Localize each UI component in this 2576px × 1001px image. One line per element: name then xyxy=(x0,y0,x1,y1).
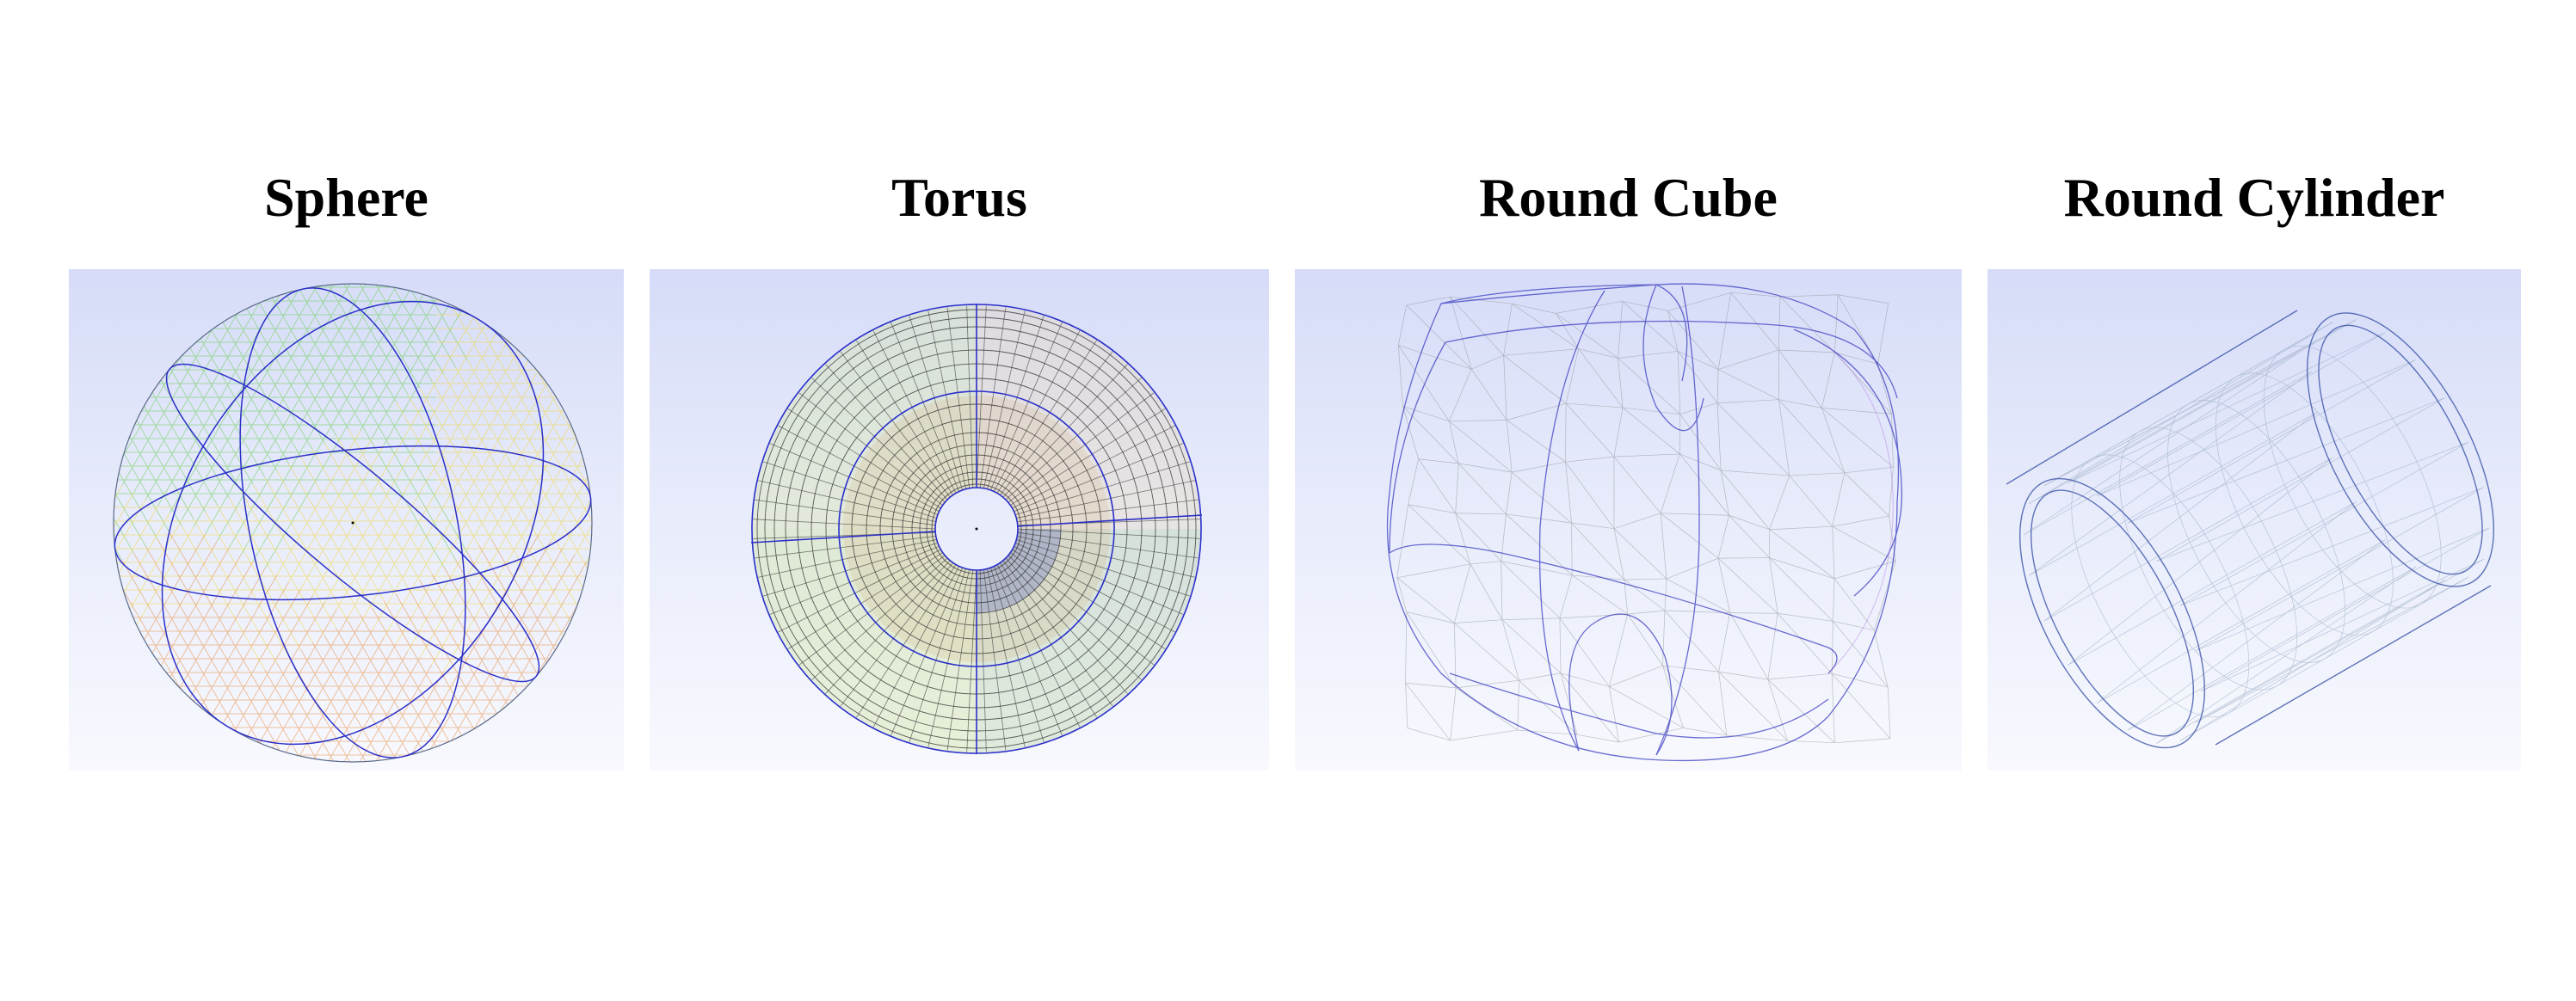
sphere-outline xyxy=(113,283,593,763)
round-cylinder-viewport[interactable] xyxy=(1987,269,2521,771)
round-cube-edges xyxy=(1386,283,1903,762)
torus-center-dot xyxy=(975,527,978,531)
torus-viewport[interactable] xyxy=(650,269,1269,771)
sphere-great-circles xyxy=(114,287,592,758)
round-cylinder-wireframe xyxy=(2006,310,2495,749)
sphere-wireframe xyxy=(113,283,593,763)
round-cube-wireframe xyxy=(1386,283,1903,762)
torus-seams xyxy=(750,304,1203,754)
sphere-title: Sphere xyxy=(264,167,428,228)
round-cylinder-title: Round Cylinder xyxy=(2063,167,2445,228)
torus-wireframe xyxy=(750,304,1203,754)
round-cube-title: Round Cube xyxy=(1479,167,1778,228)
round-cube-viewport[interactable] xyxy=(1295,269,1962,771)
round-cylinder-edges xyxy=(2006,310,2495,749)
sphere-center-dot xyxy=(351,521,354,525)
torus-title: Torus xyxy=(891,167,1027,228)
sphere-viewport[interactable] xyxy=(69,269,624,771)
